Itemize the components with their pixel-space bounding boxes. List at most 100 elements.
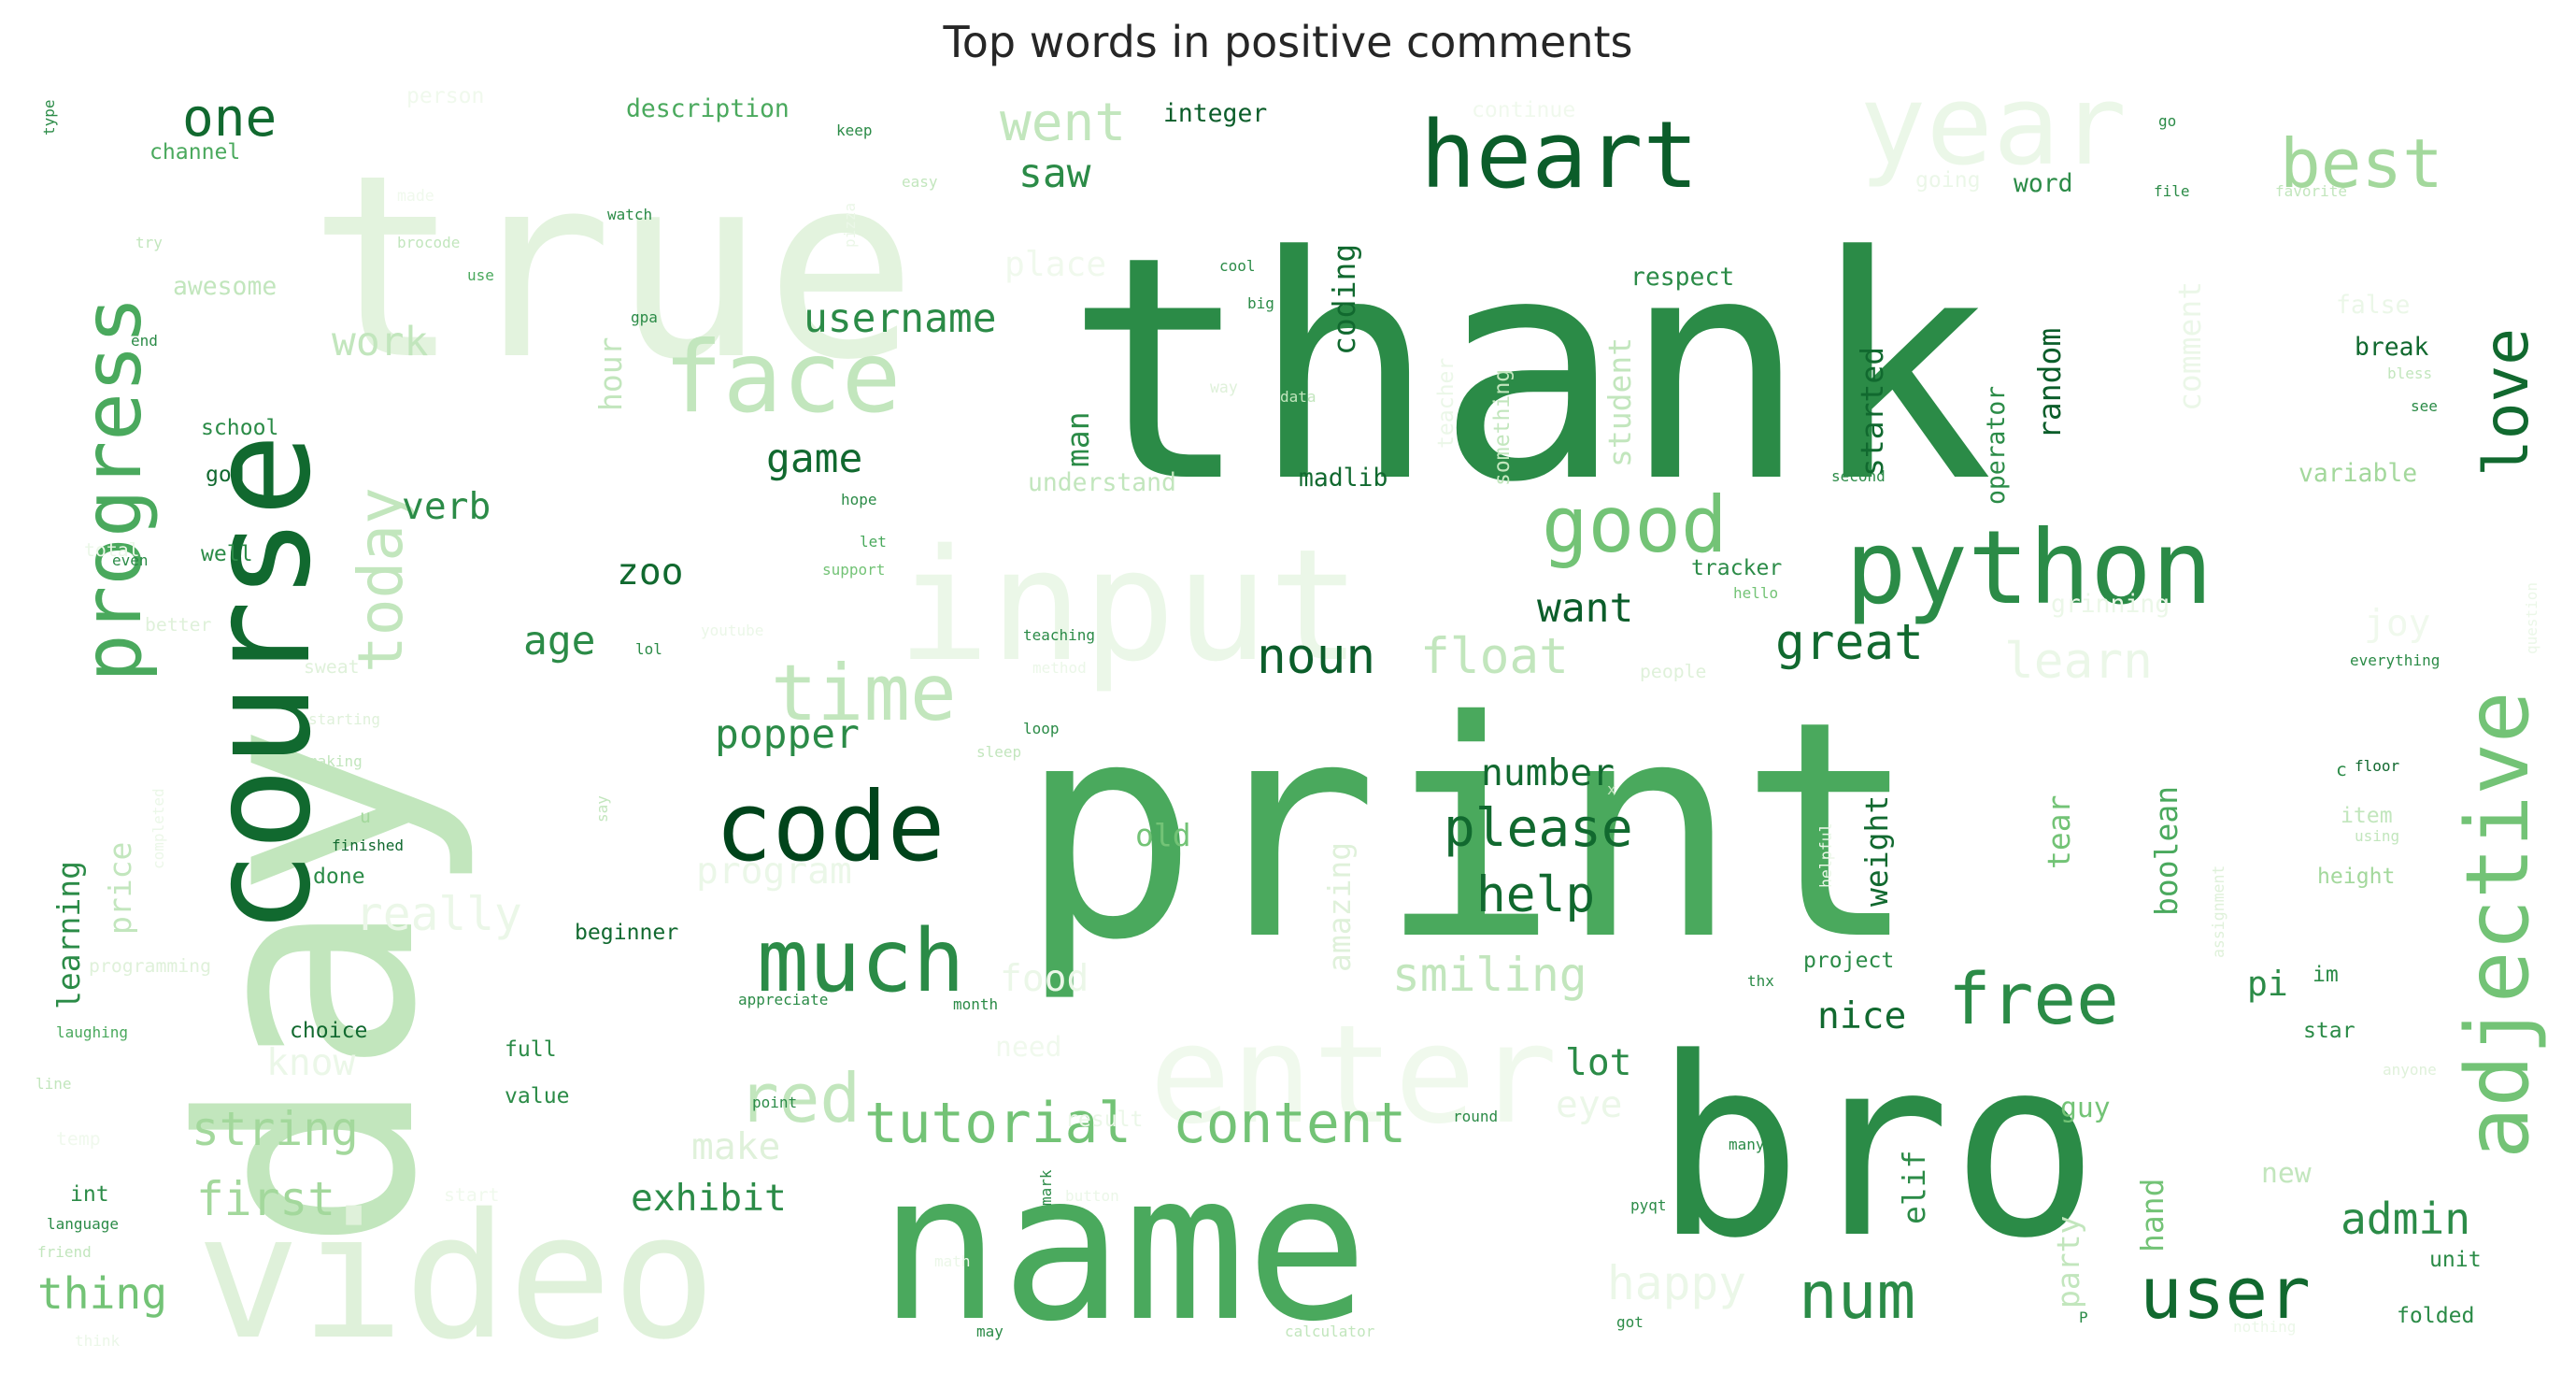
word-verb: verb: [402, 485, 491, 528]
word-tutorial: tutorial: [864, 1092, 1131, 1156]
word-c: c: [2336, 759, 2347, 780]
word-awesome: awesome: [173, 272, 277, 301]
word-something: something: [1490, 369, 1515, 486]
word-point: point: [752, 1094, 797, 1111]
word-try: try: [135, 234, 163, 251]
word-popper: popper: [715, 711, 860, 758]
word-completed: completed: [149, 788, 167, 869]
word-game: game: [766, 436, 862, 482]
word-floor: floor: [2355, 757, 2400, 775]
word-assignment: assignment: [2210, 865, 2227, 958]
word-saw: saw: [1018, 150, 1091, 197]
word-comment: comment: [2171, 281, 2208, 411]
word-grinning: grinning: [2051, 590, 2170, 619]
word-old: old: [1135, 817, 1191, 853]
word-need: need: [995, 1031, 1062, 1064]
word-p: P: [2079, 1309, 2088, 1326]
word-mark: mark: [1037, 1169, 1055, 1206]
word-data: data: [1280, 388, 1316, 406]
word-people: people: [1640, 661, 1706, 682]
word-integer: integer: [1163, 99, 1267, 128]
word-round: round: [1453, 1108, 1498, 1125]
word-today: today: [345, 487, 417, 673]
word-true: true: [308, 121, 918, 415]
word-lol: lol: [635, 640, 662, 658]
word-party: party: [2050, 1216, 2086, 1309]
word-started: started: [1854, 347, 1890, 477]
word-start: start: [444, 1184, 500, 1206]
word-making: making: [308, 752, 363, 770]
word-understand: understand: [1028, 468, 1176, 497]
word-code: code: [715, 772, 945, 883]
word-youtube: youtube: [701, 622, 763, 639]
word-friend: friend: [37, 1243, 92, 1261]
word-went: went: [1000, 93, 1126, 153]
word-beginner: beginner: [575, 921, 678, 945]
word-best: best: [2280, 125, 2443, 204]
word-variable: variable: [2298, 459, 2417, 488]
word-input: input: [897, 516, 1361, 695]
word-result: result: [1065, 1108, 1143, 1132]
word-god: god: [206, 463, 245, 487]
word-number: number: [1481, 751, 1615, 794]
word-num: num: [1799, 1259, 1915, 1334]
word-heart: heart: [1420, 102, 1699, 209]
word-think: think: [75, 1332, 121, 1350]
word-boolean: boolean: [2148, 786, 2185, 916]
word-pizza: pizza: [841, 203, 859, 248]
word-tear: tear: [2041, 795, 2077, 869]
word-easy: easy: [902, 173, 938, 191]
word-end: end: [131, 332, 158, 350]
word-red: red: [738, 1060, 861, 1138]
word-please: please: [1444, 798, 1633, 859]
word-person: person: [406, 84, 484, 108]
word-teacher: teacher: [1434, 358, 1459, 449]
word-even: even: [112, 551, 149, 569]
word-total: total: [84, 539, 140, 561]
word-using: using: [2355, 827, 2399, 845]
word-many: many: [1729, 1136, 1765, 1153]
word-go: go: [2158, 112, 2176, 130]
word-username: username: [804, 295, 997, 342]
word-laughing: laughing: [56, 1023, 128, 1041]
word-face: face: [663, 320, 901, 435]
word-love: love: [2470, 328, 2542, 477]
word-operator: operator: [1982, 386, 2011, 505]
word-weight: weight: [1858, 795, 1895, 907]
word-nice: nice: [1817, 994, 1906, 1037]
word-loop: loop: [1023, 720, 1060, 737]
word-made: made: [397, 187, 434, 205]
word-eye: eye: [1556, 1083, 1622, 1126]
word-x: x: [1607, 780, 1616, 798]
word-let: let: [860, 533, 887, 551]
word-elif: elif: [1896, 1151, 1932, 1224]
word-choice: choice: [290, 1019, 367, 1043]
word-hope: hope: [841, 491, 877, 508]
word-really: really: [355, 887, 522, 941]
word-progress: progress: [66, 296, 160, 682]
word-cool: cool: [1219, 257, 1256, 275]
word-say: say: [593, 795, 611, 822]
word-type: type: [40, 99, 58, 136]
word-good: good: [1542, 480, 1728, 570]
word-favorite: favorite: [2275, 182, 2347, 200]
word-year: year: [1859, 62, 2127, 191]
word-enter: enter: [1149, 996, 1558, 1154]
word-program: program: [696, 850, 852, 893]
word-admin: admin: [2341, 1194, 2470, 1244]
word-false: false: [2336, 291, 2410, 320]
word-python: python: [1845, 508, 2213, 627]
word-content: content: [1173, 1092, 1406, 1156]
word-better: better: [145, 614, 212, 636]
word-great: great: [1775, 614, 1924, 671]
word-day: day: [139, 723, 480, 1252]
word-month: month: [953, 995, 998, 1013]
word-hand: hand: [2134, 1179, 2170, 1252]
word-happy: happy: [1607, 1256, 1746, 1310]
word-string: string: [192, 1102, 359, 1156]
word-pi: pi: [2247, 964, 2288, 1004]
word-full: full: [505, 1037, 557, 1062]
word-int: int: [70, 1182, 109, 1207]
word-appreciate: appreciate: [738, 991, 828, 1008]
word-description: description: [626, 94, 790, 123]
